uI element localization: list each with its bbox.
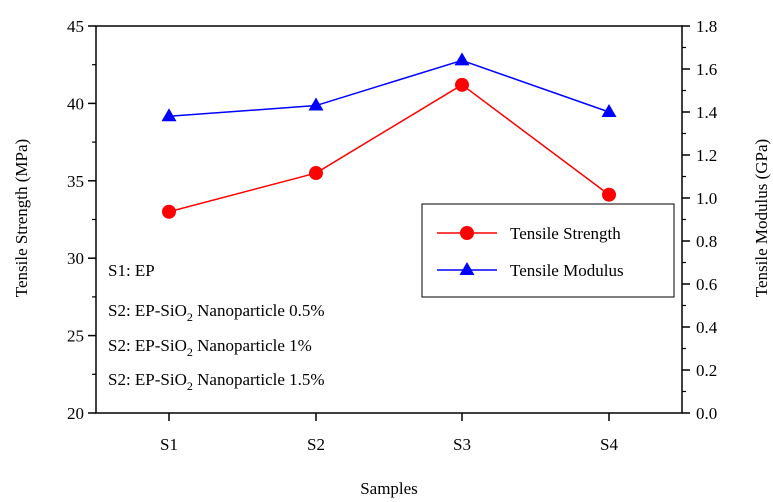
x-axis-title: Samples (360, 479, 418, 498)
legend-box (421, 203, 675, 298)
right-tick-label: 1.8 (696, 17, 717, 36)
x-tick-label: S2 (307, 435, 325, 454)
data-point-tensile-modulus (161, 108, 177, 122)
legend-item-tensile-modulus: Tensile Modulus (437, 261, 624, 280)
data-point-tensile-strength (162, 204, 176, 219)
left-tick-label: 20 (67, 404, 84, 423)
x-tick-label: S4 (600, 435, 618, 454)
note-s2-1: S2: EP-SiO2 Nanoparticle 1% (108, 336, 312, 359)
data-point-tensile-strength (309, 166, 323, 181)
legend-item-tensile-strength: Tensile Strength (437, 224, 621, 243)
left-tick-label: 40 (67, 94, 84, 113)
right-axis-ticks: 0.0 0.2 0.4 0.6 0.8 1.0 1.2 1.4 1.6 1.8 (682, 17, 718, 423)
left-tick-label: 30 (67, 249, 84, 268)
right-tick-label: 0.0 (696, 404, 717, 423)
left-tick-label: 35 (67, 172, 84, 191)
right-tick-label: 1.6 (696, 60, 717, 79)
left-axis-ticks: 20 25 30 35 40 45 (67, 17, 96, 423)
right-axis-title: Tensile Modulus (GPa) (752, 139, 771, 297)
note-s2-0-5: S2: EP-SiO2 Nanoparticle 0.5% (108, 301, 325, 324)
right-tick-label: 0.6 (696, 275, 717, 294)
data-point-tensile-strength (602, 187, 616, 202)
legend-marker-tensile-modulus (459, 262, 475, 275)
right-tick-label: 0.4 (696, 318, 718, 337)
series-line-tensile-strength (168, 83, 610, 213)
right-tick-label: 0.2 (696, 361, 717, 380)
legend-label-tensile-strength: Tensile Strength (510, 224, 621, 243)
x-axis-ticks: S1 S2 S3 S4 (160, 413, 618, 454)
left-tick-label: 25 (67, 327, 84, 346)
data-point-tensile-modulus (601, 104, 617, 117)
x-tick-label: S1 (160, 435, 178, 454)
series-layer (161, 52, 617, 219)
data-point-tensile-modulus (308, 97, 324, 111)
note-s1: S1: EP (108, 261, 155, 280)
legend-marker-tensile-strength (460, 226, 474, 240)
legend: Tensile Strength Tensile Modulus (421, 203, 675, 298)
right-tick-label: 1.4 (696, 103, 718, 122)
data-point-tensile-modulus (454, 52, 470, 66)
data-point-tensile-strength (455, 77, 469, 92)
x-tick-label: S3 (453, 435, 471, 454)
series-line-tensile-modulus (168, 59, 610, 118)
left-axis-title: Tensile Strength (MPa) (12, 139, 31, 297)
left-tick-label: 45 (67, 17, 84, 36)
right-tick-label: 0.8 (696, 232, 717, 251)
note-s2-1-5: S2: EP-SiO2 Nanoparticle 1.5% (108, 370, 325, 393)
legend-label-tensile-modulus: Tensile Modulus (510, 261, 624, 280)
right-tick-label: 1.0 (696, 189, 717, 208)
sample-notes: S1: EP S2: EP-SiO2 Nanoparticle 0.5% S2:… (108, 261, 325, 393)
right-tick-label: 1.2 (696, 146, 717, 165)
